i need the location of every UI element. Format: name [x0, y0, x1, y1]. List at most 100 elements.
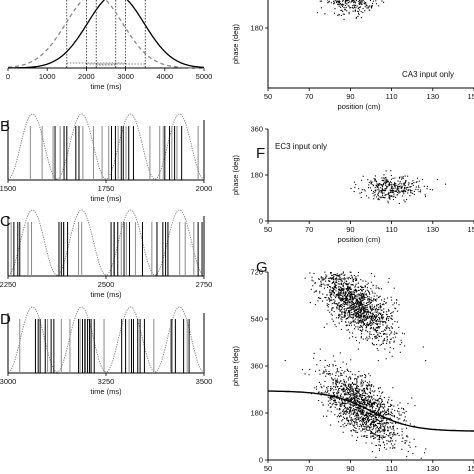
scatter-point: [371, 412, 373, 414]
scatter-point: [355, 313, 358, 316]
scatter-point: [351, 391, 353, 393]
scatter-point: [380, 425, 382, 427]
scatter-point: [382, 403, 384, 405]
scatter-point: [351, 397, 353, 400]
scatter-point: [362, 306, 364, 308]
scatter-point: [365, 310, 367, 312]
scatter-point: [384, 348, 386, 350]
scatter-point: [349, 414, 351, 416]
scatter-point: [350, 392, 352, 395]
scatter-point: [381, 309, 383, 311]
scatter-point: [400, 190, 402, 192]
scatter-point: [374, 390, 376, 392]
scatter-point: [375, 316, 377, 318]
scatter-point: [336, 273, 338, 275]
scatter-point: [347, 377, 349, 379]
scatter-point: [347, 294, 349, 296]
scatter-point: [390, 317, 392, 319]
scatter-point: [377, 185, 379, 187]
scatter-point: [380, 184, 382, 186]
scatter-point: [395, 332, 397, 334]
scatter-point: [373, 418, 375, 420]
scatter-point: [364, 311, 366, 313]
scatter-point: [386, 336, 388, 338]
scatter-point: [359, 294, 361, 296]
scatter-point: [357, 310, 360, 312]
scatter-point: [367, 402, 369, 405]
scatter-point: [381, 320, 383, 322]
scatter-point: [389, 441, 391, 443]
scatter-point: [344, 293, 346, 295]
scatter-point: [360, 412, 362, 414]
scatter-point: [391, 191, 393, 193]
scatter-point: [383, 333, 385, 336]
scatter-point: [379, 397, 381, 399]
scatter-point: [340, 412, 342, 414]
scatter-point: [338, 294, 341, 296]
scatter-point: [357, 410, 359, 412]
scatter-point: [346, 387, 348, 389]
scatter-point: [351, 419, 354, 421]
scatter-point: [339, 314, 341, 316]
y-axis-label: phase (deg): [231, 345, 240, 386]
scatter-point: [353, 412, 355, 414]
scatter-point: [384, 177, 386, 179]
scatter-point: [377, 423, 380, 425]
scatter-point: [416, 177, 419, 179]
scatter-point: [317, 391, 320, 393]
scatter-point: [357, 7, 359, 10]
scatter-point: [344, 370, 346, 372]
scatter-point: [370, 413, 372, 415]
scatter-point: [328, 364, 331, 366]
scatter-point: [320, 0, 322, 2]
scatter-point: [360, 314, 362, 316]
scatter-point: [363, 410, 365, 412]
scatter-point: [365, 330, 367, 332]
scatter-point: [365, 296, 367, 299]
scatter-point: [361, 327, 363, 329]
scatter-point: [398, 202, 400, 205]
scatter-point: [349, 306, 351, 308]
scatter-point: [374, 418, 376, 420]
scatter-point: [393, 333, 395, 335]
scatter-point: [390, 404, 392, 407]
scatter-point: [354, 415, 356, 417]
scatter-point: [399, 351, 401, 353]
scatter-point: [357, 425, 359, 427]
scatter-point: [413, 190, 415, 192]
scatter-point: [402, 189, 404, 191]
scatter-point: [333, 311, 335, 313]
y-tick-label: 540: [250, 315, 263, 324]
scatter-point: [364, 398, 366, 400]
scatter-point: [371, 432, 374, 434]
scatter-point: [401, 187, 403, 189]
scatter-point: [360, 308, 362, 310]
scatter-point: [365, 374, 367, 376]
scatter-point: [399, 418, 401, 420]
scatter-point: [346, 296, 348, 298]
scatter-point: [326, 284, 328, 286]
scatter-point: [379, 295, 381, 297]
scatter-point: [342, 299, 344, 301]
scatter-point: [363, 401, 365, 404]
scatter-point: [338, 283, 340, 285]
scatter-point: [370, 307, 372, 309]
scatter-point: [359, 329, 361, 331]
scatter-point: [345, 413, 347, 415]
scatter-point: [425, 448, 427, 450]
scatter-point: [402, 177, 404, 179]
scatter-point: [396, 186, 399, 188]
scatter-point: [348, 286, 350, 288]
scatter-point: [345, 284, 348, 286]
scatter-point: [367, 297, 369, 300]
scatter-point: [349, 423, 351, 426]
scatter-point: [363, 418, 365, 420]
scatter-point: [352, 398, 354, 400]
scatter-point: [408, 444, 410, 446]
scatter-point: [362, 0, 365, 1]
scatter-point: [351, 277, 353, 279]
scatter-point: [339, 310, 341, 312]
scatter-point: [345, 292, 347, 294]
scatter-point: [357, 414, 360, 416]
scatter-point: [380, 189, 382, 192]
